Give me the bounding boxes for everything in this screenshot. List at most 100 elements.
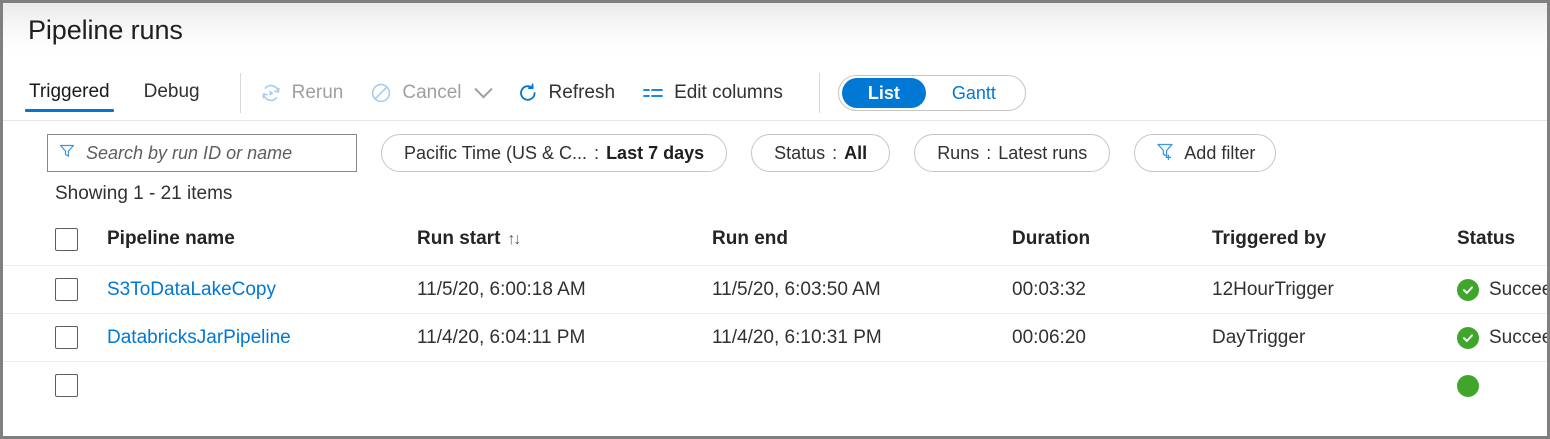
filter-bar: Search by run ID or name Pacific Time (U…	[3, 121, 1547, 172]
cell-duration	[1012, 361, 1212, 409]
table-row[interactable]: DatabricksJarPipeline 11/4/20, 6:04:11 P…	[3, 313, 1547, 362]
cell-pipeline-name	[107, 361, 417, 409]
page-title: Pipeline runs	[28, 15, 183, 45]
row-select-cell	[3, 313, 107, 362]
filter-pill-runs-separator: :	[986, 142, 992, 163]
filter-icon	[58, 142, 76, 165]
filter-pill-status-separator: :	[832, 142, 838, 163]
cell-triggered-by	[1212, 361, 1457, 409]
cell-pipeline-name: DatabricksJarPipeline	[107, 313, 417, 362]
filter-pill-runs-label: Runs	[937, 142, 980, 163]
status-label: Succeeded	[1489, 326, 1547, 348]
filter-pill-runs-value: Latest runs	[998, 142, 1088, 163]
column-header-run-start[interactable]: Run start ↑↓	[417, 217, 712, 266]
edit-columns-button[interactable]: Edit columns	[641, 82, 783, 114]
column-header-run-start-label: Run start	[417, 228, 501, 249]
row-checkbox[interactable]	[55, 374, 78, 397]
tab-triggered-label: Triggered	[29, 80, 110, 102]
refresh-icon	[516, 81, 540, 105]
toolbar-divider-2	[818, 73, 820, 113]
cell-status: Succeeded	[1457, 265, 1547, 314]
success-check-icon	[1457, 278, 1479, 301]
row-checkbox[interactable]	[55, 278, 78, 301]
filter-pill-time-range[interactable]: Pacific Time (US & C... : Last 7 days	[381, 134, 728, 172]
refresh-button[interactable]: Refresh	[516, 81, 616, 115]
table-body: S3ToDataLakeCopy 11/5/20, 6:00:18 AM 11/…	[3, 265, 1547, 409]
success-check-icon	[1457, 374, 1479, 397]
edit-columns-label: Edit columns	[674, 82, 783, 103]
cell-run-start: 11/5/20, 6:00:18 AM	[417, 265, 712, 314]
view-toggle-list-label: List	[867, 83, 900, 103]
row-checkbox[interactable]	[55, 326, 78, 349]
pipeline-runs-table: Pipeline name Run start ↑↓ Run end Durati…	[3, 217, 1547, 409]
cell-run-end	[712, 361, 1012, 409]
view-toggle-gantt-label: Gantt	[951, 83, 996, 103]
status-label: Succeeded	[1489, 278, 1547, 300]
filter-pill-status-value: All	[844, 142, 868, 163]
cancel-button[interactable]: Cancel	[369, 79, 493, 115]
refresh-label: Refresh	[548, 82, 616, 103]
cell-duration: 00:03:32	[1012, 265, 1212, 314]
cell-pipeline-name: S3ToDataLakeCopy	[107, 265, 417, 314]
sort-arrows-icon[interactable]: ↑↓	[507, 231, 521, 248]
add-filter-icon	[1155, 141, 1177, 166]
row-select-cell	[3, 265, 107, 314]
rerun-label: Rerun	[291, 82, 344, 103]
column-header-run-end[interactable]: Run end	[712, 228, 788, 249]
column-header-triggered-by[interactable]: Triggered by	[1212, 228, 1327, 249]
select-all-header	[3, 217, 107, 266]
view-toggle-gantt[interactable]: Gantt	[926, 78, 1022, 108]
cell-duration: 00:06:20	[1012, 313, 1212, 362]
cancel-label: Cancel	[402, 82, 462, 103]
cell-run-end: 11/4/20, 6:10:31 PM	[712, 313, 1012, 362]
view-toggle: List Gantt	[837, 75, 1026, 111]
add-filter-button[interactable]: Add filter	[1134, 134, 1277, 172]
filter-pill-time-range-label: Pacific Time (US & C...	[404, 142, 588, 163]
cell-run-start: 11/4/20, 6:04:11 PM	[417, 313, 712, 362]
table-row[interactable]: S3ToDataLakeCopy 11/5/20, 6:00:18 AM 11/…	[3, 265, 1547, 314]
search-input[interactable]: Search by run ID or name	[47, 134, 357, 172]
success-check-icon	[1457, 326, 1479, 349]
table-header-row: Pipeline name Run start ↑↓ Run end Durati…	[3, 217, 1547, 266]
column-header-pipeline-name[interactable]: Pipeline name	[107, 228, 235, 249]
tab-debug[interactable]: Debug	[140, 81, 204, 116]
cancel-icon	[369, 81, 393, 105]
table-row-partial[interactable]	[3, 361, 1547, 409]
header-bottom-rule	[3, 120, 1547, 121]
select-all-checkbox[interactable]	[55, 227, 78, 251]
rerun-button[interactable]: Rerun	[259, 81, 344, 115]
status-badge: Succeeded	[1457, 326, 1547, 349]
item-count-label: Showing 1 - 21 items	[55, 183, 233, 204]
filter-pill-time-range-value: Last 7 days	[606, 142, 705, 163]
column-header-status[interactable]: Status	[1457, 228, 1516, 249]
search-input-placeholder: Search by run ID or name	[86, 142, 293, 163]
chevron-down-icon[interactable]	[473, 79, 493, 98]
cell-status: Succeeded	[1457, 313, 1547, 362]
edit-columns-icon	[641, 83, 665, 103]
filter-pill-status-label: Status	[774, 142, 826, 163]
row-select-cell	[3, 361, 107, 409]
cell-status	[1457, 361, 1547, 409]
pipeline-name-link[interactable]: DatabricksJarPipeline	[107, 326, 291, 348]
header-band: Pipeline runs Triggered Debug Rerun	[3, 3, 1547, 121]
status-badge	[1457, 374, 1547, 397]
cell-run-start	[417, 361, 712, 409]
cell-triggered-by: DayTrigger	[1212, 313, 1457, 362]
rerun-icon	[259, 81, 283, 105]
add-filter-label: Add filter	[1184, 142, 1256, 163]
cell-triggered-by: 12HourTrigger	[1212, 265, 1457, 314]
status-badge: Succeeded	[1457, 278, 1547, 301]
cell-run-end: 11/5/20, 6:03:50 AM	[712, 265, 1012, 314]
pipeline-name-link[interactable]: S3ToDataLakeCopy	[107, 278, 276, 300]
toolbar-divider-1	[239, 73, 241, 113]
tab-debug-label: Debug	[143, 80, 200, 102]
column-header-duration[interactable]: Duration	[1012, 228, 1091, 249]
filter-pill-time-range-separator: :	[594, 142, 600, 163]
command-bar: Triggered Debug Rerun	[25, 73, 1026, 121]
view-toggle-list[interactable]: List	[841, 78, 926, 108]
table-header: Pipeline name Run start ↑↓ Run end Durati…	[3, 217, 1547, 266]
filter-pill-status[interactable]: Status : All	[751, 134, 891, 172]
tab-triggered[interactable]: Triggered	[25, 81, 114, 116]
filter-pill-runs[interactable]: Runs : Latest runs	[914, 134, 1111, 172]
